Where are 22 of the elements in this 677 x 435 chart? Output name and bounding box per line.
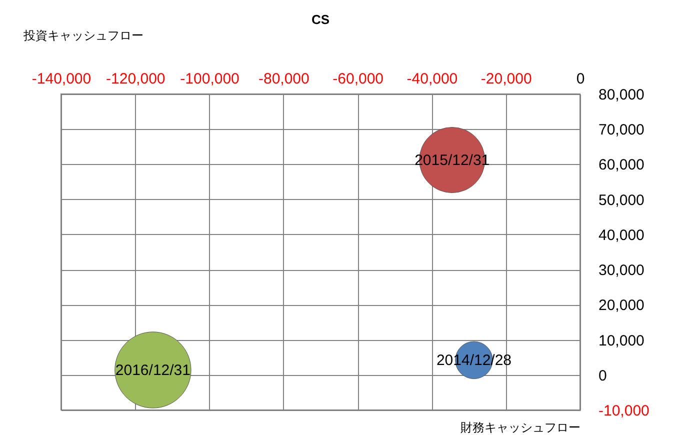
x-tick-label: -60,000: [332, 70, 384, 88]
y-tick-label: 40,000: [598, 226, 644, 244]
y-tick-label: 10,000: [598, 332, 644, 350]
x-tick-label: -120,000: [106, 70, 166, 88]
x-tick-label: 0: [576, 70, 585, 88]
x-axis-title: 財務キャッシュフロー: [460, 420, 580, 434]
y-tick-label: 30,000: [598, 262, 644, 280]
y-tick-label: 70,000: [598, 122, 644, 139]
annotation: 2016/12/31: [115, 362, 190, 379]
y-axis-title: 投資キャッシュフロー: [22, 28, 144, 42]
y-tick-label: 80,000: [598, 86, 644, 104]
y-tick-label: 20,000: [598, 297, 644, 314]
y-tick-label: 0: [598, 367, 607, 384]
y-tick-label: -10,000: [598, 402, 650, 420]
x-tick-label: -20,000: [480, 70, 532, 88]
x-tick-label: -40,000: [406, 70, 458, 88]
y-tick-label: 50,000: [598, 192, 644, 209]
x-tick-label: -80,000: [258, 70, 310, 88]
y-tick-label: 60,000: [598, 156, 644, 174]
x-tick-label: -100,000: [180, 70, 240, 88]
chart-title: CS: [311, 12, 330, 27]
x-tick-label: -140,000: [32, 70, 92, 88]
